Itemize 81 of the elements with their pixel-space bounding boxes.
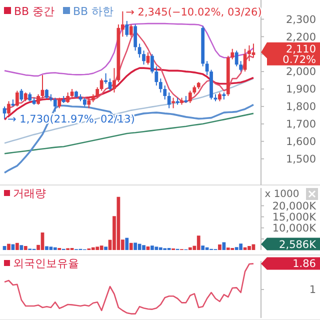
- text: 2,110 0.72%: [282, 43, 316, 66]
- candlestick: [45, 88, 48, 100]
- candlestick: [167, 92, 171, 109]
- y-tick-label: 2,300: [286, 14, 316, 26]
- candlestick: [188, 90, 192, 104]
- bar: [91, 247, 95, 250]
- candlestick: [125, 20, 129, 38]
- bar: [11, 244, 15, 250]
- legend-label: BB 중간: [14, 5, 55, 18]
- candlestick: [234, 50, 238, 67]
- chart-title: 외국인보유율: [13, 257, 79, 270]
- y-tick-label: 1,500: [286, 153, 316, 166]
- y-tick-label: 2,200: [286, 31, 316, 44]
- y-tick-label: 1,800: [286, 101, 316, 114]
- y-axis-title: x 1000: [264, 189, 300, 200]
- candlestick: [87, 97, 91, 109]
- candlestick: [16, 90, 19, 107]
- candlestick: [53, 97, 57, 112]
- y-tick-label: 2,000: [286, 66, 316, 78]
- candlestick: [154, 66, 158, 86]
- bar: [188, 247, 192, 250]
- bar: [234, 247, 238, 250]
- candlestick: [248, 44, 251, 62]
- bar: [100, 246, 104, 250]
- bar: [218, 244, 222, 250]
- bar: [142, 245, 146, 250]
- annotation: → 2,345(−10.02%, 03/26): [126, 6, 262, 18]
- bar: [129, 242, 133, 250]
- candlestick: [7, 100, 10, 116]
- candlestick: [20, 88, 24, 102]
- candlestick: [100, 78, 104, 92]
- candlestick: [134, 24, 138, 52]
- candlestick: [66, 92, 70, 104]
- candlestick: [129, 24, 133, 38]
- line-series: [4, 78, 254, 144]
- y-tick-label: 1: [309, 284, 316, 296]
- candlestick: [243, 48, 247, 72]
- bar: [154, 246, 158, 250]
- candlestick: [58, 97, 62, 109]
- y-tick-label: 1,700: [286, 118, 316, 131]
- y-tick-label: 10,000K: [272, 222, 318, 235]
- candlestick: [36, 94, 40, 106]
- y-tick-label: 1,900: [286, 84, 316, 96]
- bar: [20, 245, 24, 250]
- candlestick: [172, 97, 175, 109]
- line-series: [4, 22, 254, 77]
- y-tick-label: 20,000K: [272, 200, 318, 212]
- bar: [104, 246, 108, 250]
- bar: [53, 247, 57, 250]
- candlestick: [96, 86, 100, 98]
- bar: [96, 246, 100, 250]
- candlestick: [112, 68, 116, 93]
- bar: [49, 246, 53, 250]
- text: 2,586K: [279, 238, 318, 251]
- chart-title: 거래량: [13, 187, 46, 200]
- candlestick: [2, 106, 6, 120]
- bar: [150, 246, 154, 250]
- bar: [201, 246, 205, 250]
- y-tick-label: 15,000K: [272, 211, 318, 224]
- bar: [134, 242, 138, 250]
- legend-label: BB 하한: [73, 5, 114, 18]
- y-tick-label: 1.86: [292, 258, 316, 270]
- candlestick: [239, 60, 242, 72]
- candlestick: [142, 50, 146, 66]
- candlestick: [205, 60, 209, 76]
- bar: [196, 236, 200, 250]
- line-series: [4, 112, 254, 154]
- y-tick-label: 1,600: [286, 136, 316, 148]
- candlestick: [158, 78, 162, 93]
- bar: [222, 242, 226, 250]
- bar: [248, 246, 251, 250]
- bar: [45, 246, 48, 250]
- candlestick: [230, 48, 234, 60]
- bar: [7, 244, 10, 250]
- bar: [125, 238, 129, 250]
- bar: [24, 246, 28, 250]
- candlestick: [150, 54, 154, 74]
- bar: [239, 244, 242, 250]
- candlestick: [163, 85, 167, 100]
- bar: [158, 247, 162, 250]
- bar: [16, 242, 19, 250]
